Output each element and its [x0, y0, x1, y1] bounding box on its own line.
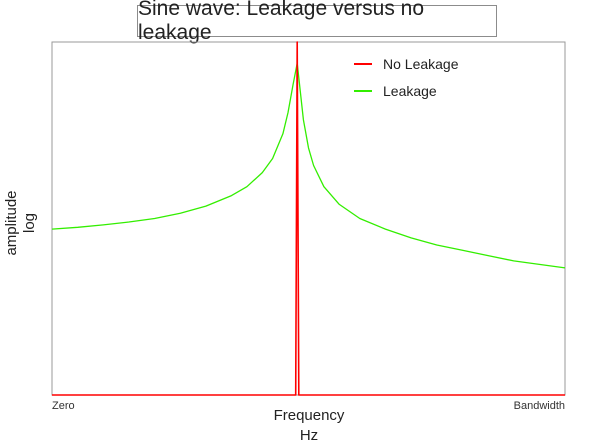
series-line-leakage: [51, 62, 566, 269]
legend-label-no-leakage: No Leakage: [383, 56, 459, 72]
x-tick-label-bandwidth: Bandwidth: [513, 400, 565, 412]
x-axis-label: Frequency: [273, 407, 345, 424]
plot-area-frame: [51, 41, 566, 396]
series-layer: [51, 41, 566, 396]
legend: No Leakage Leakage: [354, 56, 459, 99]
y-axis-label: amplitude log: [3, 168, 39, 278]
x-axis-unit: Hz: [299, 427, 319, 444]
legend-label-leakage: Leakage: [383, 83, 437, 99]
y-axis-label-scale: log: [21, 212, 38, 234]
chart-title: Sine wave: Leakage versus no leakage: [137, 0, 497, 44]
series-line-no-leakage: [52, 41, 565, 396]
y-axis-label-title: amplitude: [3, 190, 20, 256]
x-tick-label-zero: Zero: [52, 400, 75, 412]
